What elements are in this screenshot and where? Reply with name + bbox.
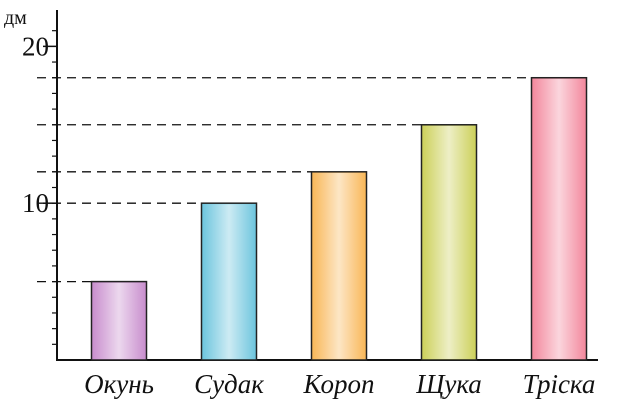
bar-shine xyxy=(532,78,586,360)
x-tick-label: Окунь xyxy=(84,369,154,399)
bar-shine xyxy=(312,172,366,359)
y-axis-label: дм xyxy=(4,7,27,29)
x-tick-label: Судак xyxy=(194,369,264,399)
x-tick-label: Тріска xyxy=(523,369,596,399)
y-tick-label: 20 xyxy=(22,31,49,61)
bar-shine xyxy=(422,125,476,359)
x-tick-label: Щука xyxy=(415,369,482,399)
bar-shine xyxy=(92,282,146,359)
bar-shine xyxy=(202,204,256,359)
x-tick-label: Короп xyxy=(303,369,375,399)
